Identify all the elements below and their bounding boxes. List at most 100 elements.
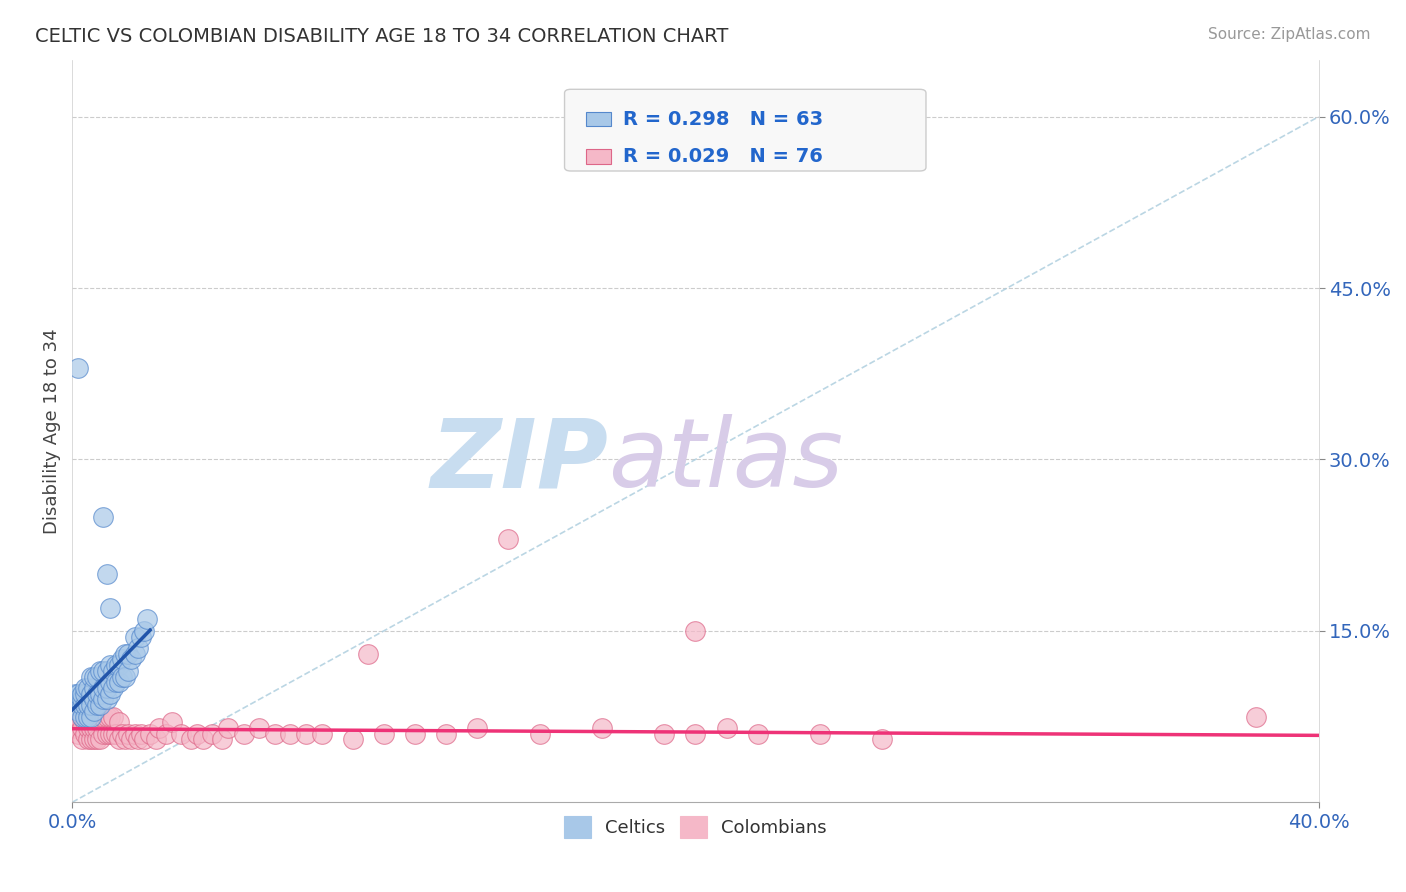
- Point: [83, 732, 105, 747]
- Point: [93, 692, 115, 706]
- Point: [101, 664, 124, 678]
- Point: [67, 704, 90, 718]
- Point: [117, 664, 139, 678]
- Point: [86, 732, 108, 747]
- Point: [73, 727, 96, 741]
- Point: [76, 709, 98, 723]
- Point: [98, 709, 121, 723]
- Point: [83, 692, 105, 706]
- Point: [76, 721, 98, 735]
- Point: [117, 647, 139, 661]
- Point: [98, 687, 121, 701]
- Point: [108, 715, 131, 730]
- Point: [101, 727, 124, 741]
- Point: [65, 692, 87, 706]
- Point: [83, 704, 105, 718]
- Point: [111, 727, 134, 741]
- Point: [101, 709, 124, 723]
- Point: [80, 721, 103, 735]
- Point: [114, 732, 136, 747]
- Point: [160, 715, 183, 730]
- Point: [70, 687, 93, 701]
- Point: [67, 727, 90, 741]
- Text: Source: ZipAtlas.com: Source: ZipAtlas.com: [1208, 27, 1371, 42]
- Point: [124, 647, 146, 661]
- Point: [1246, 709, 1268, 723]
- Point: [170, 727, 193, 741]
- Point: [86, 687, 108, 701]
- Point: [93, 509, 115, 524]
- Text: atlas: atlas: [609, 414, 844, 508]
- Point: [89, 687, 111, 701]
- Point: [120, 652, 142, 666]
- Point: [529, 727, 551, 741]
- Point: [685, 727, 707, 741]
- Point: [129, 727, 152, 741]
- Text: ZIP: ZIP: [430, 414, 609, 508]
- Point: [104, 727, 127, 741]
- Point: [232, 727, 254, 741]
- Point: [89, 664, 111, 678]
- Point: [191, 732, 214, 747]
- Point: [114, 647, 136, 661]
- Point: [98, 675, 121, 690]
- Legend: Celtics, Colombians: Celtics, Colombians: [557, 809, 834, 846]
- Point: [716, 721, 738, 735]
- Point: [70, 721, 93, 735]
- Point: [108, 658, 131, 673]
- Text: R = 0.029   N = 76: R = 0.029 N = 76: [623, 146, 823, 166]
- Point: [76, 698, 98, 713]
- Point: [139, 727, 162, 741]
- Point: [434, 727, 457, 741]
- Point: [76, 704, 98, 718]
- Point: [747, 727, 769, 741]
- Point: [86, 721, 108, 735]
- Point: [104, 658, 127, 673]
- Point: [872, 732, 894, 747]
- Point: [132, 624, 155, 638]
- Point: [80, 670, 103, 684]
- Point: [117, 727, 139, 741]
- Point: [73, 704, 96, 718]
- Point: [155, 727, 177, 741]
- FancyBboxPatch shape: [586, 112, 610, 127]
- Point: [129, 630, 152, 644]
- Point: [145, 732, 167, 747]
- Point: [73, 715, 96, 730]
- Text: CELTIC VS COLOMBIAN DISABILITY AGE 18 TO 34 CORRELATION CHART: CELTIC VS COLOMBIAN DISABILITY AGE 18 TO…: [35, 27, 728, 45]
- FancyBboxPatch shape: [586, 149, 610, 163]
- Point: [76, 732, 98, 747]
- Point: [80, 732, 103, 747]
- Point: [148, 721, 170, 735]
- Point: [76, 681, 98, 695]
- Point: [98, 727, 121, 741]
- Point: [136, 612, 159, 626]
- Point: [70, 698, 93, 713]
- Point: [96, 566, 118, 581]
- Point: [114, 670, 136, 684]
- Point: [83, 704, 105, 718]
- Point: [80, 698, 103, 713]
- Point: [498, 533, 520, 547]
- Point: [89, 698, 111, 713]
- Point: [89, 715, 111, 730]
- Point: [86, 670, 108, 684]
- Point: [93, 681, 115, 695]
- Point: [65, 721, 87, 735]
- Point: [67, 361, 90, 376]
- Y-axis label: Disability Age 18 to 34: Disability Age 18 to 34: [44, 328, 60, 533]
- Point: [67, 687, 90, 701]
- Point: [295, 727, 318, 741]
- Point: [73, 681, 96, 695]
- Point: [263, 727, 285, 741]
- Point: [86, 698, 108, 713]
- Point: [96, 709, 118, 723]
- Point: [591, 721, 613, 735]
- Point: [70, 698, 93, 713]
- Point: [67, 709, 90, 723]
- Point: [111, 670, 134, 684]
- Point: [70, 709, 93, 723]
- Point: [104, 675, 127, 690]
- Point: [211, 732, 233, 747]
- Point: [93, 709, 115, 723]
